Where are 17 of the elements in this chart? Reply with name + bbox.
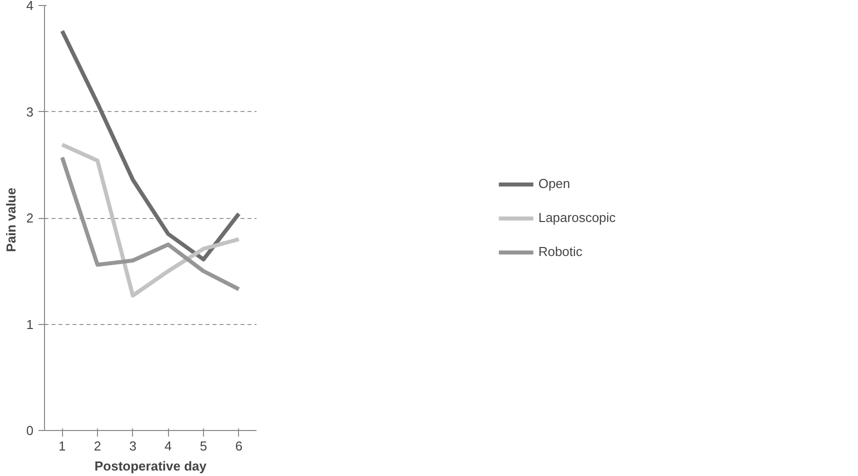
y-tick-label: 2 xyxy=(26,210,34,226)
y-tick-label: 1 xyxy=(26,316,34,332)
x-tick-label: 1 xyxy=(58,438,66,454)
x-tick-label: 3 xyxy=(129,438,136,454)
line-series xyxy=(60,29,241,262)
x-tick-label: 2 xyxy=(94,438,102,454)
y-tick-label: 0 xyxy=(26,423,34,438)
y-tick-label: 3 xyxy=(26,104,34,120)
x-tick-label: 6 xyxy=(235,438,242,454)
legend-label: Open xyxy=(538,176,570,191)
y-axis-title: Pain value xyxy=(3,188,18,252)
y-tick-label: 4 xyxy=(26,0,34,13)
x-axis-title: Postoperative day xyxy=(94,458,208,474)
legend-label: Robotic xyxy=(538,244,582,259)
x-tick-label: 5 xyxy=(200,438,208,454)
legend-label: Laparoscopic xyxy=(538,210,616,225)
x-tick-label: 4 xyxy=(164,438,172,454)
